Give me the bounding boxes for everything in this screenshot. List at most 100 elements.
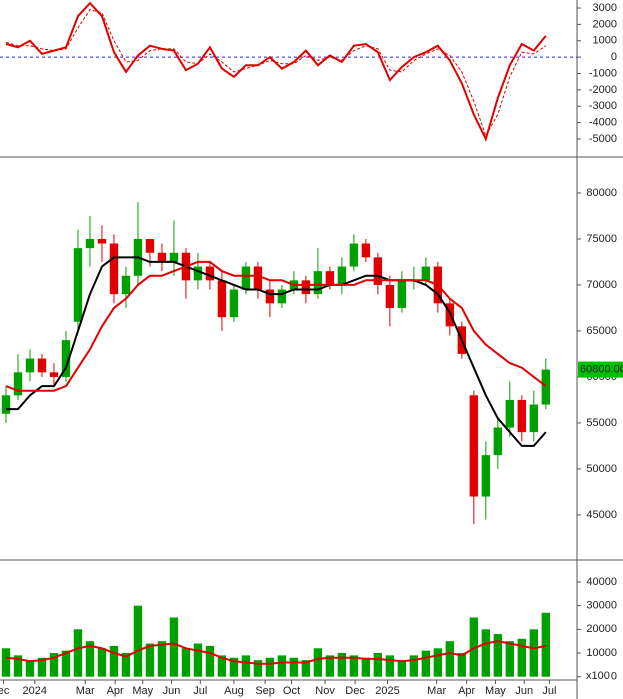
- volume-bar: [301, 660, 311, 677]
- volume-bar: [457, 653, 467, 677]
- x-tick-label: Sep: [255, 685, 275, 697]
- candle-body: [481, 455, 491, 497]
- volume-bar: [253, 660, 263, 677]
- x-tick-label: Mar: [427, 685, 446, 697]
- candle-body: [529, 404, 539, 433]
- y-tick-label: -5000: [589, 133, 617, 145]
- volume-bar: [121, 653, 131, 677]
- y-tick-label: 65000: [586, 325, 617, 337]
- volume-bar: [445, 641, 455, 677]
- x-tick-label: May: [485, 685, 506, 697]
- candle-body: [505, 399, 515, 428]
- candle-body: [397, 280, 407, 308]
- volume-bar: [73, 629, 83, 677]
- line-series: [5, 260, 547, 392]
- candle-body: [493, 427, 503, 456]
- last-price-label: 60800.00: [580, 363, 623, 375]
- x-tick-label: Apr: [107, 685, 124, 697]
- volume-bar: [397, 660, 407, 677]
- volume-bar: [385, 655, 395, 677]
- candle-body: [49, 372, 59, 377]
- y-tick-label: 3000: [593, 2, 617, 14]
- volume-bar: [13, 655, 23, 677]
- x-tick-label: Oct: [283, 685, 300, 697]
- candle-body: [13, 372, 23, 396]
- y-tick-label: 40000: [586, 576, 617, 588]
- volume-bar: [481, 629, 491, 677]
- x-tick-label: May: [132, 685, 153, 697]
- volume-bar: [277, 655, 287, 677]
- y-tick-label: 20000: [586, 623, 617, 635]
- volume-bar: [85, 641, 95, 677]
- volume-bar: [229, 657, 239, 677]
- line-series: [6, 256, 547, 447]
- volume-bar: [217, 655, 227, 677]
- x-tick-label: 2025: [375, 685, 399, 697]
- candle-body: [361, 243, 371, 258]
- volume-bar: [49, 653, 59, 677]
- x-tick-label: ec: [0, 685, 10, 697]
- volume-bar: [25, 660, 35, 677]
- volume-bar: [1, 648, 11, 677]
- x-tick-label: 2024: [23, 685, 47, 697]
- volume-bar: [517, 638, 527, 677]
- candle-body: [337, 266, 347, 285]
- line-series: [5, 1, 547, 142]
- volume-bar: [133, 605, 143, 677]
- y-tick-label: 55000: [586, 417, 617, 429]
- y-tick-label: 2000: [593, 18, 617, 30]
- candle-body: [325, 271, 335, 285]
- candle-body: [349, 243, 359, 267]
- candle-body: [37, 358, 47, 373]
- volume-bar: [361, 657, 371, 677]
- volume-bar: [493, 634, 503, 677]
- y-tick-label: 75000: [586, 233, 617, 245]
- x-tick-label: Dec: [345, 685, 365, 697]
- volume-bar: [433, 648, 443, 677]
- volume-bar: [97, 648, 107, 677]
- y-tick-label: -1000: [589, 67, 617, 79]
- candle-body: [373, 257, 383, 285]
- candle-body: [301, 280, 311, 295]
- candle-body: [193, 266, 203, 281]
- volume-bar: [409, 655, 419, 677]
- y-tick-label: 50000: [586, 463, 617, 475]
- volume-bar: [469, 617, 479, 677]
- candle-body: [421, 266, 431, 281]
- y-tick-label: 45000: [586, 509, 617, 521]
- candle-body: [157, 252, 167, 262]
- volume-bar: [157, 641, 167, 677]
- last-price-box: [578, 361, 623, 378]
- candle-body: [313, 271, 323, 295]
- candle-body: [121, 275, 131, 295]
- line-series: [5, 640, 546, 665]
- volume-bar: [505, 641, 515, 677]
- y-tick-label: -3000: [589, 100, 617, 112]
- candle-body: [385, 284, 395, 308]
- volume-bar: [421, 650, 431, 677]
- x-tick-label: Apr: [458, 685, 475, 697]
- candle-body: [109, 243, 119, 295]
- y-tick-label: 30000: [586, 600, 617, 612]
- volume-bar: [37, 657, 47, 677]
- volume-bar: [373, 653, 383, 677]
- volume-bar: [109, 645, 119, 677]
- y-tick-label: 0: [611, 671, 617, 683]
- candle-body: [205, 266, 215, 281]
- candle-body: [277, 289, 287, 304]
- candle-body: [517, 399, 527, 433]
- volume-bar: [337, 653, 347, 677]
- volume-bar: [205, 645, 215, 677]
- candle-body: [145, 238, 155, 253]
- volume-bar: [289, 657, 299, 677]
- x-tick-label: Jun: [515, 685, 533, 697]
- volume-bar: [313, 648, 323, 677]
- x-tick-label: Jul: [542, 685, 556, 697]
- x-tick-label: Mar: [76, 685, 95, 697]
- volume-bar: [193, 643, 203, 677]
- candle-body: [253, 266, 263, 290]
- volume-bar: [265, 657, 275, 677]
- candle-body: [469, 395, 479, 497]
- y-tick-label: 1000: [593, 35, 617, 47]
- candle-body: [85, 238, 95, 249]
